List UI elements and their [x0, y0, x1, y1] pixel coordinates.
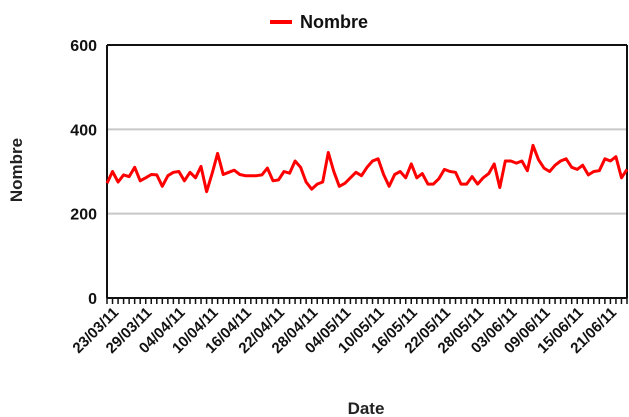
y-tick-label: 600 [70, 38, 97, 55]
series-line-nombre [105, 143, 629, 194]
y-tick-labels: 0 200 400 600 [70, 38, 97, 308]
y-tick-label: 400 [70, 122, 97, 139]
x-axis-label: Date [348, 399, 385, 417]
legend-label: Nombre [300, 11, 369, 32]
grid-lines [107, 44, 627, 215]
y-axis-label: Nombre [7, 138, 26, 202]
y-tick-label: 200 [70, 207, 97, 224]
axes [106, 44, 628, 304]
series-group [105, 143, 629, 194]
legend: Nombre [270, 10, 368, 34]
x-tick-labels: 23/03/1129/03/1104/04/1110/04/1116/04/11… [69, 304, 620, 357]
y-tick-label: 0 [88, 291, 97, 308]
legend-swatch [270, 20, 292, 24]
